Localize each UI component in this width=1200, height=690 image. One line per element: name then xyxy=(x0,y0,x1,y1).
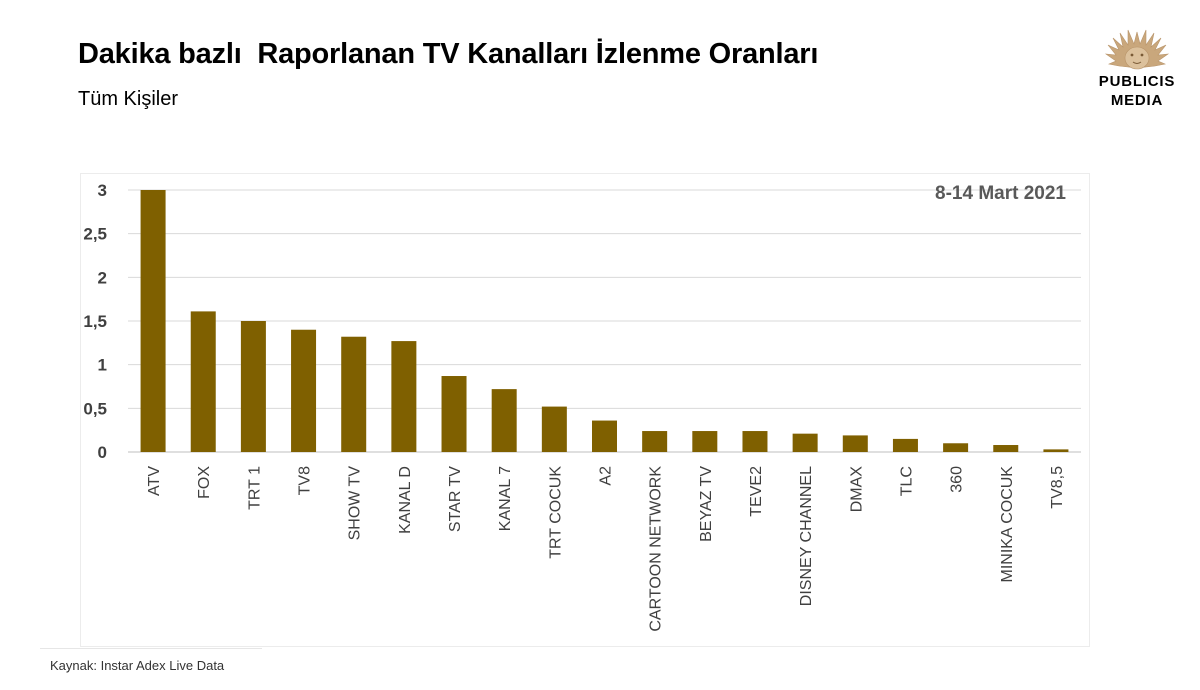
y-tick-label: 0 xyxy=(98,443,107,462)
bar xyxy=(642,431,668,452)
bar xyxy=(943,443,969,452)
bar xyxy=(441,376,467,452)
x-tick-label: A2 xyxy=(598,466,615,486)
y-tick-label: 1 xyxy=(98,356,107,375)
x-tick-label: DMAX xyxy=(848,466,865,513)
source-note: Kaynak: Instar Adex Live Data xyxy=(50,658,225,673)
lion-head-icon xyxy=(1104,29,1170,70)
x-tick-label: KANAL 7 xyxy=(497,466,514,531)
x-tick-label: TV8 xyxy=(297,466,314,495)
bar xyxy=(341,336,367,452)
chart-title: Dakika bazlı Raporlanan TV Kanalları İzl… xyxy=(78,38,819,70)
bar xyxy=(993,445,1019,452)
bar xyxy=(592,420,617,452)
logo-text-publicis: PUBLICIS xyxy=(1098,73,1176,90)
chart-subtitle: Tüm Kişiler xyxy=(78,88,179,110)
bar xyxy=(1043,449,1069,452)
bar xyxy=(391,341,417,452)
x-tick-label: ATV xyxy=(146,466,163,496)
x-tick-label: STAR TV xyxy=(447,466,464,532)
x-tick-label: TLC xyxy=(898,466,915,496)
bar xyxy=(541,406,567,452)
bar xyxy=(892,438,918,452)
bar xyxy=(190,311,216,452)
date-range-label: 8-14 Mart 2021 xyxy=(935,183,1066,204)
y-tick-label: 2 xyxy=(98,268,107,287)
bar xyxy=(240,321,266,452)
bar xyxy=(792,433,818,452)
x-tick-label: CARTOON NETWORK xyxy=(648,466,665,632)
x-tick-label: SHOW TV xyxy=(347,466,364,541)
bar xyxy=(742,431,768,452)
chart-area xyxy=(80,173,1090,647)
x-tick-label: FOX xyxy=(196,466,213,499)
x-tick-label: KANAL D xyxy=(397,466,414,534)
source-divider xyxy=(40,648,262,649)
bar xyxy=(692,431,718,452)
logo-text-media: MEDIA xyxy=(1110,92,1164,109)
x-tick-label: TV8,5 xyxy=(1049,466,1066,509)
x-tick-label: 360 xyxy=(949,466,966,493)
x-tick-label: BEYAZ TV xyxy=(698,466,715,542)
x-tick-label: TEVE2 xyxy=(748,466,765,517)
bar xyxy=(842,435,868,452)
x-tick-label: DISNEY CHANNEL xyxy=(798,466,815,606)
bar xyxy=(140,190,166,452)
y-tick-label: 2,5 xyxy=(83,225,107,244)
bar xyxy=(291,329,317,452)
y-tick-label: 0,5 xyxy=(83,399,107,418)
x-tick-label: TRT 1 xyxy=(246,466,263,510)
x-tick-label: MINIKA COCUK xyxy=(999,466,1016,583)
y-tick-label: 1,5 xyxy=(83,312,107,331)
y-tick-label: 3 xyxy=(98,181,107,200)
bar xyxy=(491,389,517,452)
x-tick-label: TRT COCUK xyxy=(547,466,564,559)
